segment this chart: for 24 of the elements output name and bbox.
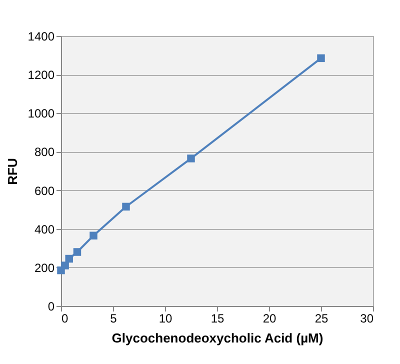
point (90, 232, 98, 240)
point (73, 248, 82, 256)
point (187, 154, 195, 162)
x-tick-label: 30 (360, 312, 374, 326)
point (61, 262, 69, 270)
y-tick-label: 1200 (28, 68, 55, 82)
point (317, 54, 325, 62)
x-tick-label: 20 (262, 312, 276, 326)
y-tick-label: 1400 (28, 30, 55, 44)
x-tick-label: 25 (314, 312, 328, 326)
point (65, 254, 73, 263)
y-tick-label: 1000 (28, 106, 55, 121)
y-tick-label: 200 (34, 260, 55, 275)
y-tick-label: 800 (34, 145, 55, 160)
x-tick-label: 5 (110, 312, 118, 326)
y-axis-title: RFU (4, 158, 20, 185)
x-tick-label: 15 (210, 312, 224, 326)
x-tick-label: 0 (62, 312, 68, 326)
x-tick-label: 10 (158, 312, 172, 326)
point (122, 202, 130, 211)
y-tick-label: 0 (48, 300, 55, 314)
x-axis-title: Glycochenodeoxycholic Acid (µM) (112, 330, 324, 346)
y-tick-label: 600 (34, 184, 55, 198)
y-tick-label: 400 (34, 222, 55, 236)
